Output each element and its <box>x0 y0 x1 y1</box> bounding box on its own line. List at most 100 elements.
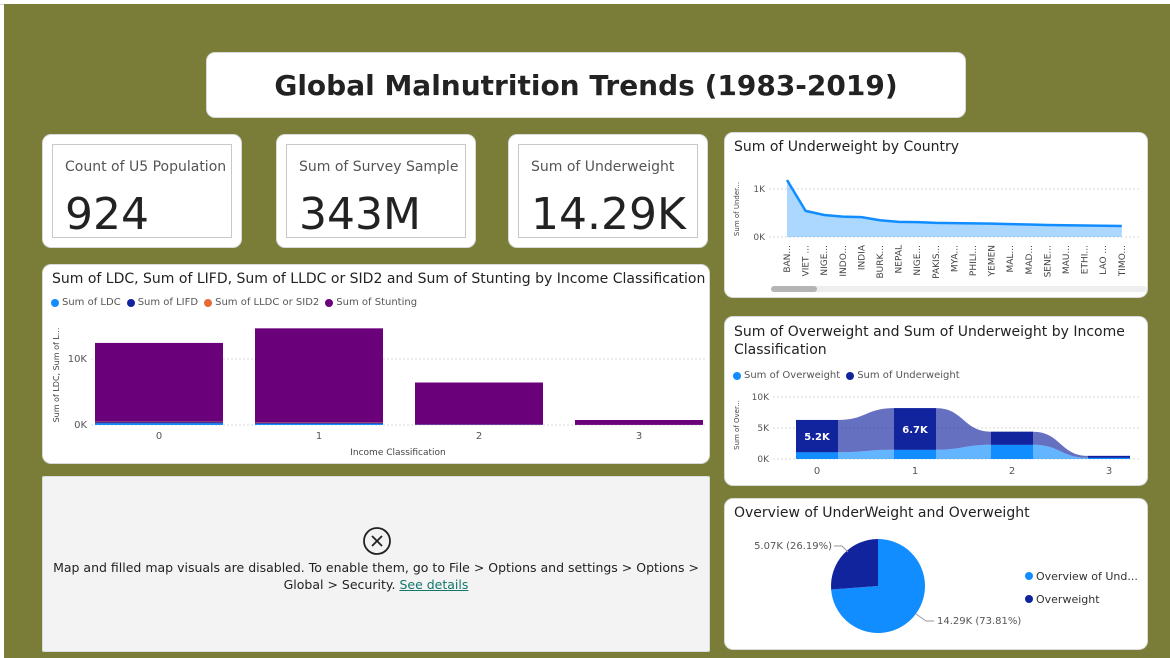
bar-segment[interactable] <box>575 420 703 425</box>
bar-segment[interactable] <box>415 382 543 425</box>
kpi-u5-population[interactable]: Count of U5 Population 924 <box>42 134 242 248</box>
slice-labels-group: 14.29K (73.81%) 5.07K (26.19%) <box>754 541 1021 627</box>
stunting-chart-svg: 10K 0K Sum of LDC, Sum of L... Income Cl… <box>52 328 705 458</box>
kpi-value: 14.29K <box>531 189 686 240</box>
scrollbar-thumb[interactable] <box>771 286 817 292</box>
slices-group <box>831 539 925 633</box>
legend-item[interactable]: Sum of Stunting <box>325 297 417 308</box>
kpi-underweight[interactable]: Sum of Underweight 14.29K <box>508 134 708 248</box>
country-chart-svg: 1K 0K Sum of Under... BAN... VIET ... NIGE… <box>733 179 1147 292</box>
pie-chart-svg: 14.29K (73.81%) 5.07K (26.19%) Overview o… <box>754 539 1138 633</box>
y-axis-title: Sum of LDC, Sum of L... <box>52 328 61 423</box>
legend-item[interactable]: Sum of LDC <box>51 297 121 308</box>
leader-line <box>834 545 849 553</box>
x-tick-label: NEPAL <box>895 245 905 273</box>
series-group <box>796 408 1130 459</box>
kpi-label: Count of U5 Population <box>65 159 227 175</box>
series-line <box>785 179 1122 228</box>
x-tick-label: NIGE... <box>913 245 923 276</box>
y-tick-label: 5K <box>757 424 770 434</box>
legend-item[interactable]: Sum of Underweight <box>846 370 960 381</box>
chart-title: Sum of Overweight and Sum of Underweight… <box>734 323 1125 359</box>
y-tick-label: 1K <box>753 185 766 195</box>
y-tick-label: 0K <box>74 420 87 431</box>
category-segment[interactable] <box>894 408 936 450</box>
x-tick-label: SENE... <box>1043 245 1053 277</box>
legend-dot <box>1025 572 1033 580</box>
legend-label: Sum of LLDC or SID2 <box>215 297 320 308</box>
x-tick-label: 2 <box>1009 466 1015 477</box>
y-tick-label: 0K <box>757 455 770 465</box>
slice-label: 5.07K (26.19%) <box>754 541 832 552</box>
x-tick-label: MAD... <box>1025 245 1035 274</box>
kpi-frame: Sum of Survey Sample 343M <box>286 144 466 240</box>
kpi-frame: Sum of Underweight 14.29K <box>518 144 698 240</box>
category-segment[interactable] <box>796 419 838 453</box>
x-tick-label: 0 <box>156 431 162 442</box>
kpi-label: Sum of Survey Sample <box>299 159 459 175</box>
x-tick-label: 1 <box>912 466 918 477</box>
see-details-link[interactable]: See details <box>399 577 469 592</box>
title-card: Global Malnutrition Trends (1983-2019) <box>206 52 966 118</box>
chart-title: Sum of LDC, Sum of LIFD, Sum of LLDC or … <box>52 271 706 287</box>
underweight-country-card[interactable]: Sum of Underweight by Country 1K 0K Sum … <box>724 132 1148 298</box>
kpi-survey-sample[interactable]: Sum of Survey Sample 343M <box>276 134 476 248</box>
area-fill <box>787 179 1122 237</box>
x-tick-label: PAKIS... <box>932 245 942 279</box>
legend-label: Sum of Overweight <box>744 370 841 381</box>
series-ribbon[interactable] <box>796 408 1130 458</box>
kpi-frame: Count of U5 Population 924 <box>52 144 232 240</box>
pie-chart-card[interactable]: Overview of UnderWeight and Overweight 1… <box>724 498 1148 650</box>
legend-item[interactable]: Sum of LLDC or SID2 <box>204 297 319 308</box>
leader-line <box>915 613 934 622</box>
category-segment[interactable] <box>894 449 936 459</box>
bar-segment[interactable] <box>255 423 383 425</box>
y-tick-label: 10K <box>68 354 88 365</box>
legend-label[interactable]: Overweight <box>1036 593 1100 606</box>
category-segment[interactable] <box>796 452 838 459</box>
x-tick-label: VIET ... <box>802 245 812 276</box>
x-tick-label: INDO... <box>839 245 849 277</box>
data-label: 5.2K <box>804 432 831 443</box>
category-segment[interactable] <box>991 431 1033 445</box>
bar-segment[interactable] <box>95 342 223 422</box>
x-tick-label: PHILI... <box>969 245 979 276</box>
bar-segment[interactable] <box>95 423 223 425</box>
y-axis-title: Sum of Over... <box>733 400 741 450</box>
chart-title: Overview of UnderWeight and Overweight <box>734 505 1030 521</box>
bar-segment[interactable] <box>255 422 383 424</box>
y-axis-title: Sum of Under... <box>733 182 741 236</box>
overunder-chart-svg: 10K 5K 0K Sum of Over... 5.2K 6.7K 0 1 2 3 <box>733 393 1139 477</box>
overunder-chart-card[interactable]: Sum of Overweight and Sum of Underweight… <box>724 316 1148 486</box>
x-tick-label: MAU... <box>1062 245 1072 274</box>
page-title: Global Malnutrition Trends (1983-2019) <box>274 68 898 102</box>
stunting-chart-card[interactable]: Sum of LDC, Sum of LIFD, Sum of LLDC or … <box>42 264 710 464</box>
map-message-text: Map and filled map visuals are disabled.… <box>53 560 699 592</box>
x-labels-group: BAN... VIET ... NIGE... INDO... INDIA BURK...… <box>783 244 1128 279</box>
report-canvas: Global Malnutrition Trends (1983-2019) C… <box>4 4 1170 658</box>
x-tick-label: ETHI... <box>1081 245 1091 274</box>
pie-slice[interactable] <box>831 539 925 633</box>
category-segment[interactable] <box>1088 455 1130 458</box>
slice-label: 14.29K (73.81%) <box>937 616 1021 627</box>
chart-title-line: Sum of Overweight and Sum of Underweight… <box>734 324 1125 340</box>
bar-segment[interactable] <box>255 328 383 423</box>
x-tick-label: TIMO... <box>1118 245 1128 277</box>
close-circle-icon <box>363 527 391 555</box>
legend-label[interactable]: Overview of Und... <box>1036 570 1138 583</box>
series-ribbon[interactable] <box>796 444 1130 459</box>
legend-item[interactable]: Sum of Overweight <box>733 370 840 381</box>
pie-slice[interactable] <box>831 539 878 590</box>
x-tick-label: INDIA <box>857 244 867 270</box>
data-label: 6.7K <box>902 425 929 436</box>
legend-dot <box>1025 595 1033 603</box>
x-tick-label: NIGE... <box>820 245 830 276</box>
bar-segment[interactable] <box>95 422 223 424</box>
kpi-value: 343M <box>299 189 421 240</box>
category-segment[interactable] <box>991 444 1033 459</box>
scrollbar-track[interactable] <box>771 286 1147 292</box>
legend-item[interactable]: Sum of LIFD <box>126 297 198 308</box>
category-segment[interactable] <box>1088 457 1130 459</box>
kpi-value: 924 <box>65 189 149 240</box>
legend-label: Sum of Stunting <box>336 297 418 308</box>
